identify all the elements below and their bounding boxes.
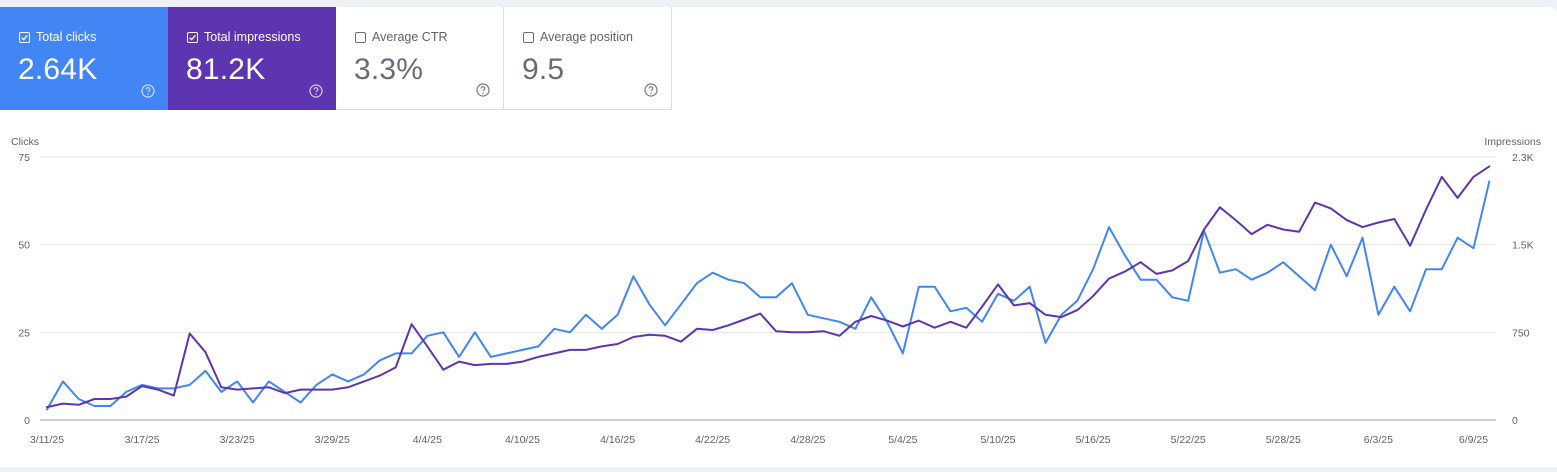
metric-header: Total impressions	[187, 30, 301, 44]
metric-value: 9.5	[522, 53, 565, 86]
x-tick-label: 4/22/25	[695, 434, 730, 446]
help-circle-icon[interactable]	[309, 84, 323, 98]
x-tick-label: 3/11/25	[30, 434, 64, 446]
series-line-impressions	[46, 165, 1491, 409]
metric-label: Average CTR	[372, 30, 448, 44]
x-tick-label: 5/22/25	[1171, 434, 1206, 446]
chart-area: Clicks Impressions 0 25 50 75 0 750 1.5K 2.3K 3/11…	[0, 7, 1557, 467]
metric-value: 81.2K	[186, 53, 266, 86]
metric-label: Average position	[540, 30, 633, 44]
metric-tabs: Total clicks 2.64K Total impressions 81.…	[0, 7, 672, 110]
x-tick-label: 5/28/25	[1266, 434, 1301, 446]
metric-header: Total clicks	[19, 30, 96, 44]
x-tick-label: 3/29/25	[315, 434, 350, 446]
left-tick-label: 75	[18, 152, 30, 164]
right-axis-title: Impressions	[1484, 136, 1541, 148]
x-tick-label: 4/28/25	[790, 434, 825, 446]
right-tick-label: 0	[1512, 415, 1518, 427]
help-circle-icon[interactable]	[644, 83, 658, 97]
checkbox-icon[interactable]	[19, 31, 30, 43]
checkbox-icon[interactable]	[187, 31, 198, 43]
metric-value: 2.64K	[18, 53, 98, 86]
checkbox-icon[interactable]	[355, 31, 366, 43]
left-axis-title: Clicks	[11, 136, 39, 148]
x-tick-label: 4/16/25	[600, 434, 635, 446]
help-circle-icon[interactable]	[141, 84, 155, 98]
metric-total-impressions[interactable]: Total impressions 81.2K	[168, 7, 336, 110]
x-tick-label: 3/23/25	[220, 434, 255, 446]
metric-average-ctr[interactable]: Average CTR 3.3%	[336, 7, 504, 110]
metric-header: Average CTR	[355, 30, 448, 44]
right-tick-label: 1.5K	[1512, 240, 1534, 252]
performance-chart: Clicks Impressions025507507501.5K2.3K3/11…	[11, 136, 1541, 446]
metric-value: 3.3%	[354, 53, 424, 86]
metric-label: Total clicks	[36, 30, 97, 44]
help-circle-icon[interactable]	[476, 83, 490, 97]
left-tick-label: 50	[18, 240, 30, 252]
x-tick-label: 5/10/25	[980, 434, 1015, 446]
right-tick-label: 2.3K	[1512, 152, 1534, 164]
x-tick-label: 4/10/25	[505, 434, 540, 446]
performance-card: Clicks Impressions 0 25 50 75 0 750 1.5K 2.3K 3/11…	[0, 7, 1557, 467]
x-tick-label: 5/16/25	[1076, 434, 1111, 446]
series-line-clicks	[46, 180, 1491, 411]
x-tick-label: 5/4/25	[888, 434, 917, 446]
metric-total-clicks[interactable]: Total clicks 2.64K	[0, 7, 168, 110]
x-tick-label: 6/3/25	[1364, 434, 1393, 446]
x-tick-label: 6/9/25	[1459, 434, 1488, 446]
metric-label: Total impressions	[204, 30, 301, 44]
left-tick-label: 0	[24, 415, 30, 427]
x-tick-label: 4/4/25	[413, 434, 442, 446]
right-tick-label: 750	[1512, 327, 1530, 339]
x-tick-label: 3/17/25	[125, 434, 160, 446]
checkbox-icon[interactable]	[523, 31, 534, 43]
metric-header: Average position	[523, 30, 633, 44]
metric-average-position[interactable]: Average position 9.5	[504, 7, 672, 110]
left-tick-label: 25	[18, 327, 30, 339]
